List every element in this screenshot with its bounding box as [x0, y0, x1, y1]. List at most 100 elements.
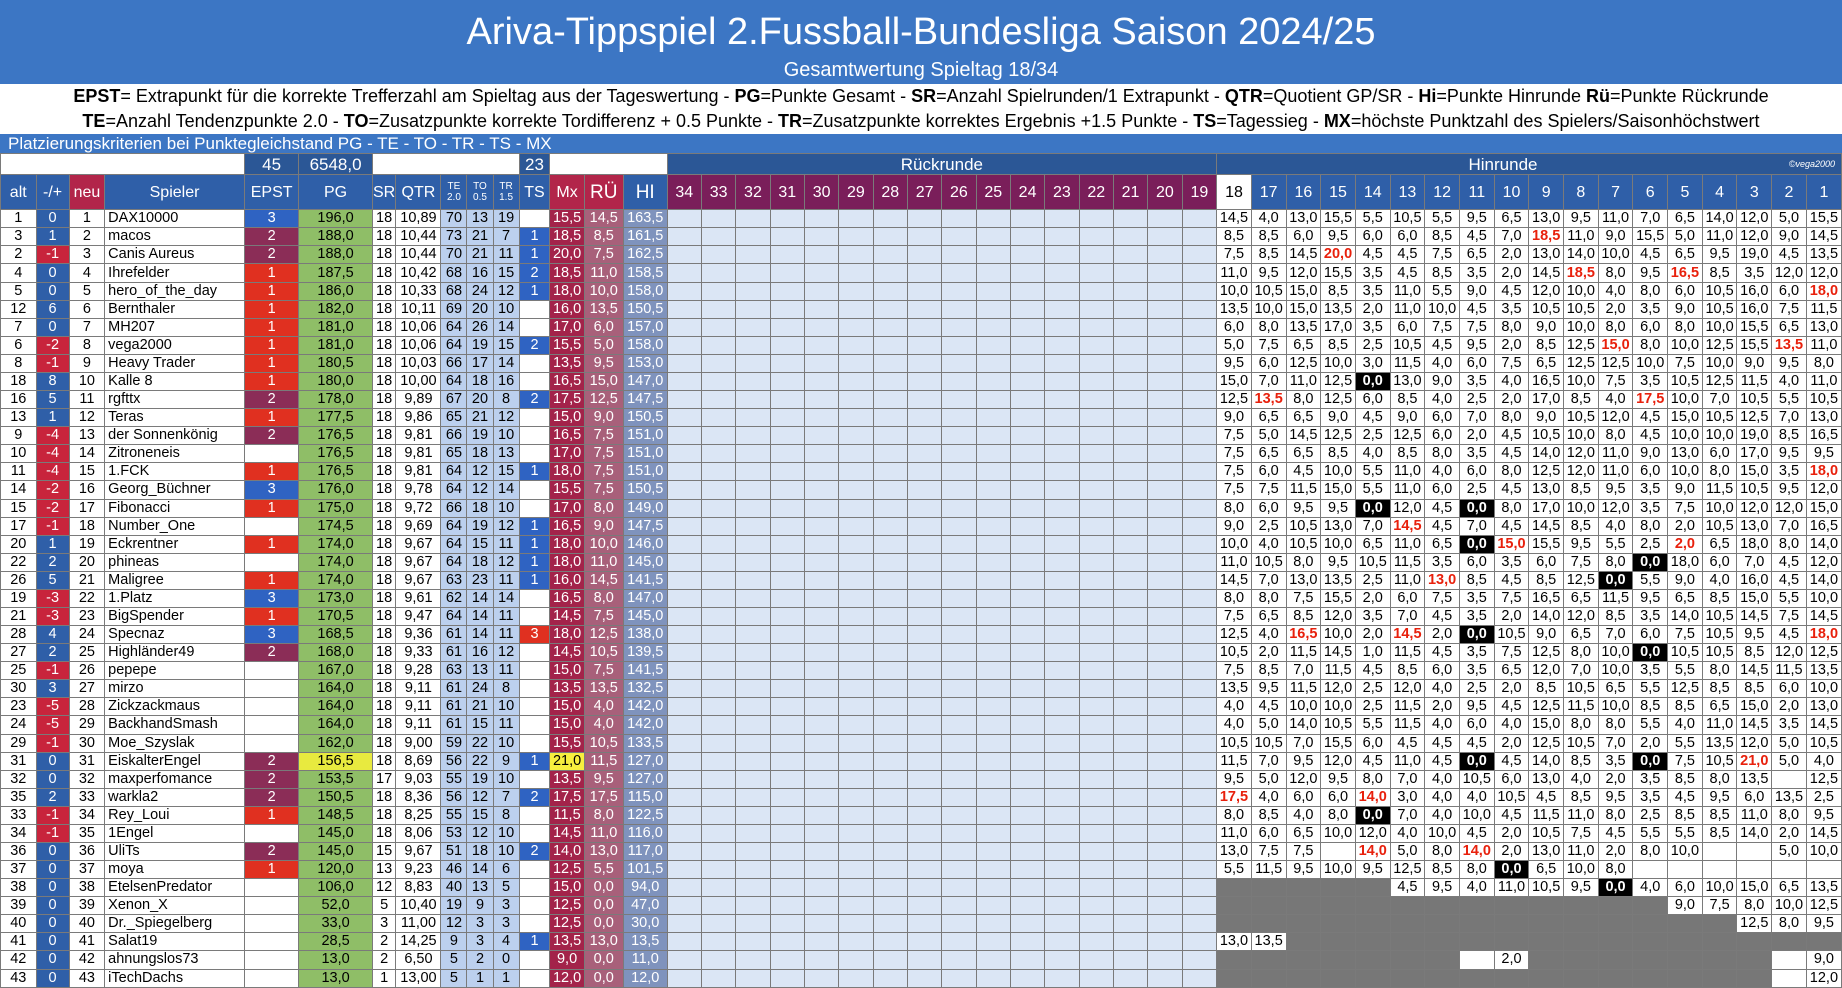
col-te-weight: 2.0 [446, 192, 461, 204]
cell-rueck-empty [700, 751, 737, 771]
cell-alt: 20 [0, 534, 37, 554]
cell-neu: 4 [68, 263, 106, 283]
cell-hin-points: 7,0 [1250, 371, 1287, 392]
cell-neu: 6 [68, 299, 106, 319]
cell-to: 12 [466, 787, 494, 807]
cell-hin-points: 12,5 [1528, 733, 1565, 753]
cell-hin-points: 10,0 [1250, 299, 1287, 319]
cell-rueck-empty [1112, 390, 1149, 410]
cell-ru: 9,5 [583, 769, 624, 789]
cell-rueck-empty [769, 444, 805, 464]
cell-rueck-empty [700, 570, 737, 590]
cell-hin-points [1285, 950, 1322, 970]
cell-rueck-empty [666, 878, 702, 898]
cell-player-name: maxperfomance [104, 769, 245, 789]
cell-rueck-empty [803, 896, 840, 916]
cell-to: 19 [466, 769, 494, 789]
cell-sr: 18 [371, 462, 397, 482]
cell-rueck-empty [803, 498, 840, 518]
cell-hin-points: 4,5 [1632, 245, 1669, 265]
cell-rueck-empty [666, 480, 702, 500]
cell-te: 64 [440, 317, 468, 337]
cell-alt: 29 [0, 733, 37, 753]
cell-rueck-empty [666, 896, 702, 916]
table-row: 11 -4 15 1.FCK 1 176,5 18 9,81 64 12 15 1 18,0 7,5 151… [0, 462, 1842, 482]
cell-sr: 2 [371, 932, 397, 952]
cell-ru: 0,0 [583, 950, 624, 970]
cell-hin-points: 13,5 [1805, 245, 1842, 265]
cell-hin-points: 12,0 [1736, 498, 1773, 518]
cell-rueck-empty [1009, 606, 1046, 627]
cell-rueck-empty [941, 209, 977, 229]
cell-pg: 188,0 [298, 245, 373, 265]
cell-sr: 18 [371, 715, 397, 735]
cell-rueck-empty [975, 950, 1011, 970]
cell-qtr: 10,40 [395, 896, 442, 916]
cell-pg: 106,0 [298, 878, 373, 898]
cell-hin-points: 7,5 [1285, 588, 1322, 608]
cell-rueck-empty [769, 317, 805, 337]
cell-qtr: 10,44 [395, 245, 442, 265]
cell-rueck-empty [838, 281, 874, 301]
cell-to: 3 [466, 932, 494, 952]
cell-rueck-empty [1078, 209, 1114, 229]
cell-rueck-empty [1044, 335, 1080, 355]
cell-rueck-empty [872, 408, 908, 428]
cell-hin-points: 8,5 [1667, 769, 1703, 789]
cell-mx: 14,0 [549, 841, 585, 862]
col-tr-weight: 1.5 [499, 192, 514, 204]
cell-hin-points: 6,0 [1701, 552, 1738, 572]
cell-hin-points: 3,0 [1389, 787, 1426, 807]
cell-player-name: Eckrentner [104, 534, 245, 554]
cell-hin-points: 10,5 [1216, 733, 1252, 753]
cell-rueck-empty [1147, 209, 1183, 229]
cell-rueck-empty [1112, 335, 1149, 355]
cell-mx: 17,0 [549, 317, 585, 337]
cell-hin-points: 8,5 [1389, 444, 1426, 464]
cell-hin-points: 2,0 [1250, 643, 1287, 663]
cell-hin-points: 6,0 [1424, 426, 1460, 446]
cell-mx: 18,5 [549, 227, 585, 247]
cell-ru: 6,0 [583, 317, 624, 337]
cell-hin-points: 15,0 [1805, 498, 1842, 518]
cell-hin-points: 7,5 [1771, 606, 1807, 627]
cell-qtr: 10,06 [395, 335, 442, 355]
cell-rueck-empty [769, 588, 805, 608]
cell-hin-points: 13,0 [1528, 245, 1565, 265]
cell-hin-points [1805, 860, 1842, 880]
cell-rueck-empty [1009, 896, 1046, 916]
cell-rueck-empty [1044, 968, 1080, 988]
cell-hin-points [1320, 878, 1356, 898]
cell-hin-points: 0,0 [1632, 643, 1669, 663]
cell-hin-points: 7,5 [1285, 841, 1322, 862]
cell-hin-points [1250, 914, 1287, 934]
cell-ts [518, 679, 551, 699]
cell-hin-points [1563, 950, 1599, 970]
cell-mx: 12,5 [549, 914, 585, 934]
cell-hin-points: 7,0 [1563, 661, 1599, 681]
cell-rueck-empty [700, 281, 737, 301]
cell-alt: 39 [0, 896, 37, 916]
cell-rueck-empty [906, 715, 943, 735]
cell-rueck-empty [838, 733, 874, 753]
cell-hi: 158,0 [622, 281, 668, 301]
col-day-27: 27 [906, 174, 943, 211]
cell-hin-points: 12,0 [1389, 679, 1426, 699]
cell-hin-points: 7,5 [1563, 552, 1599, 572]
cell-hin-points: 4,0 [1285, 805, 1322, 825]
cell-rueck-empty [1112, 498, 1149, 518]
cell-hin-points: 8,5 [1701, 588, 1738, 608]
cell-ts [518, 480, 551, 500]
cell-hin-points: 12,0 [1736, 733, 1773, 753]
cell-hin-points: 6,0 [1424, 408, 1460, 428]
cell-hin-points: 11,5 [1216, 751, 1252, 771]
table-row: 24 -5 29 BackhandSmash 164,0 18 9,11 61 15 11 15,0… [0, 715, 1842, 735]
cell-ru: 8,0 [583, 498, 624, 518]
cell-hin-points: 13,0 [1667, 444, 1703, 464]
cell-hin-points: 4,0 [1424, 462, 1460, 482]
cell-alt: 2 [0, 245, 37, 265]
cell-hin-points: 4,5 [1493, 426, 1530, 446]
cell-hin-points: 7,0 [1250, 751, 1287, 771]
cell-hin-points: 7,0 [1458, 408, 1495, 428]
cell-epst: 1 [243, 263, 300, 283]
